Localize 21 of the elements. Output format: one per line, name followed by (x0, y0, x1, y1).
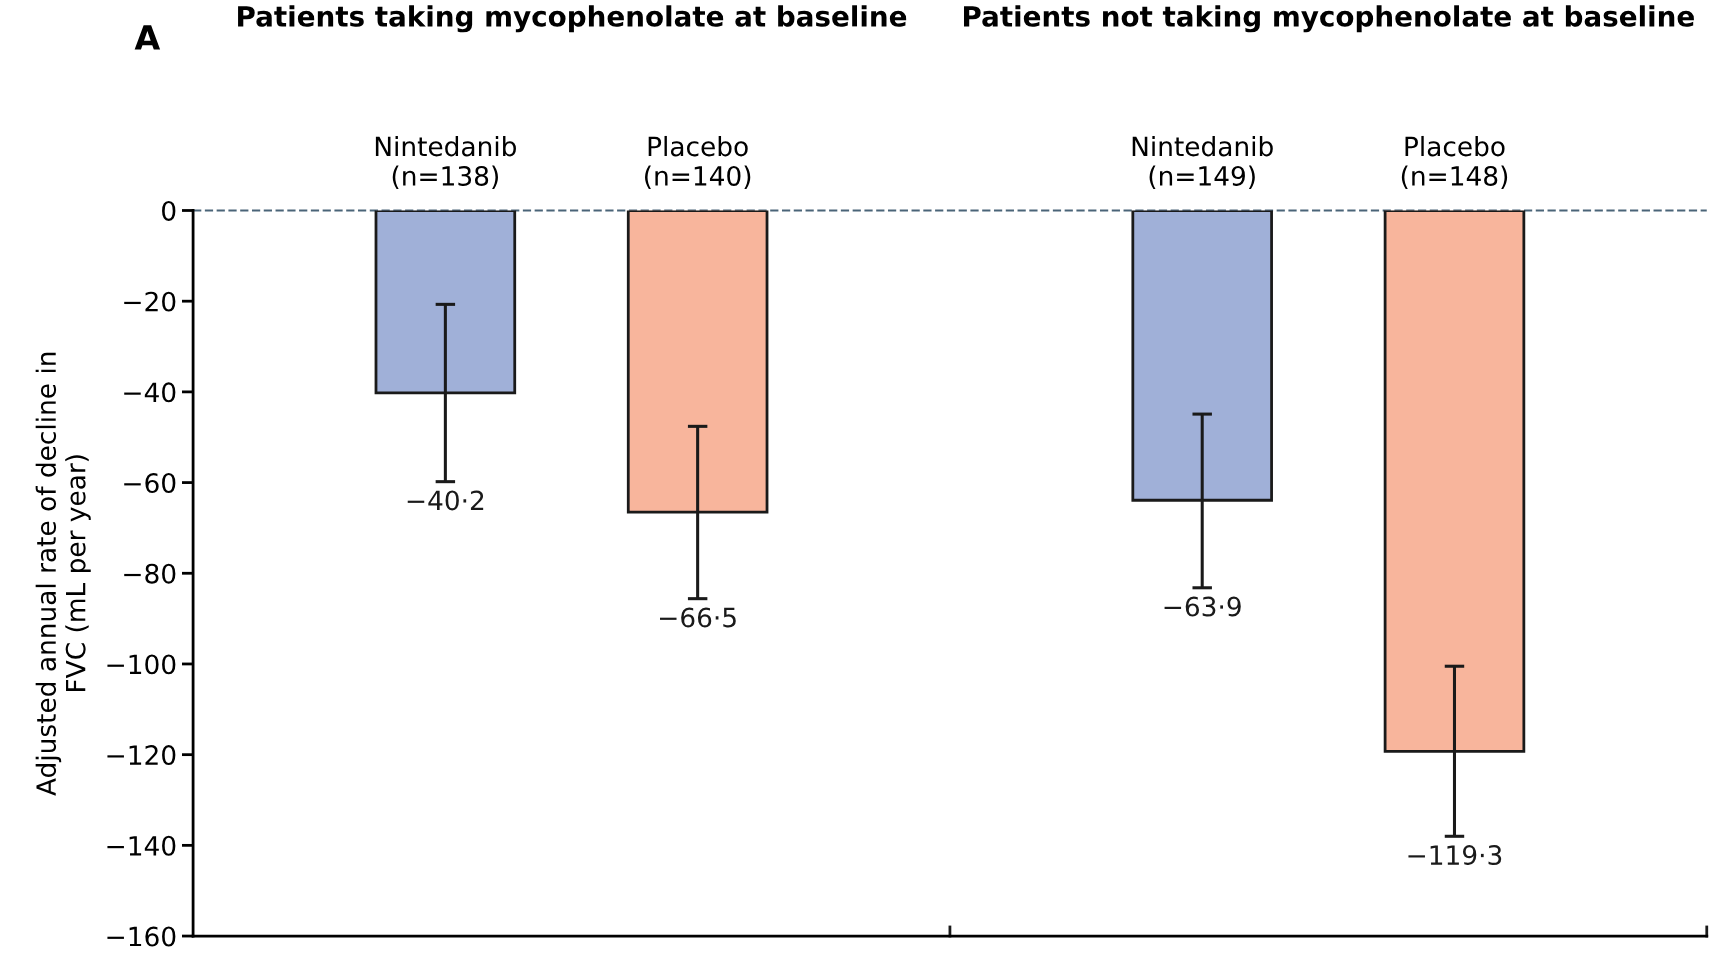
y-tick-label: −60 (124, 473, 176, 493)
y-tick-label: 0 (162, 200, 176, 221)
y-tick-label: −100 (107, 654, 176, 675)
y-tick-label: −80 (124, 563, 176, 584)
y-tick-label: −20 (124, 291, 176, 312)
text: Patients taking mycophenolate at baseline (238, 5, 907, 33)
y-tick-label: −120 (107, 745, 176, 766)
x-tick-label: Placebo (n=148) (1401, 135, 1508, 190)
y-tick-label: −160 (107, 926, 176, 947)
y-tick-label: −40 (124, 382, 176, 403)
text: Patients not taking mycophenolate at baseline (964, 5, 1694, 33)
annotation: −119·3 (1408, 845, 1502, 866)
annotation: −63·9 (1164, 596, 1241, 617)
x-tick-label: Nintedanib (n=149) (1132, 135, 1273, 190)
annotation: −40·2 (407, 490, 484, 511)
x-tick-label: Placebo (n=140) (645, 135, 751, 190)
annotation: −66·5 (660, 607, 736, 628)
y-tick-label: −140 (107, 835, 176, 856)
chart-title: A (134, 25, 161, 50)
x-tick-label: Nintedanib (n=138) (375, 135, 516, 190)
y-axis-title: Adjusted annual rate of decline in FVC (mL per year) (35, 352, 91, 796)
